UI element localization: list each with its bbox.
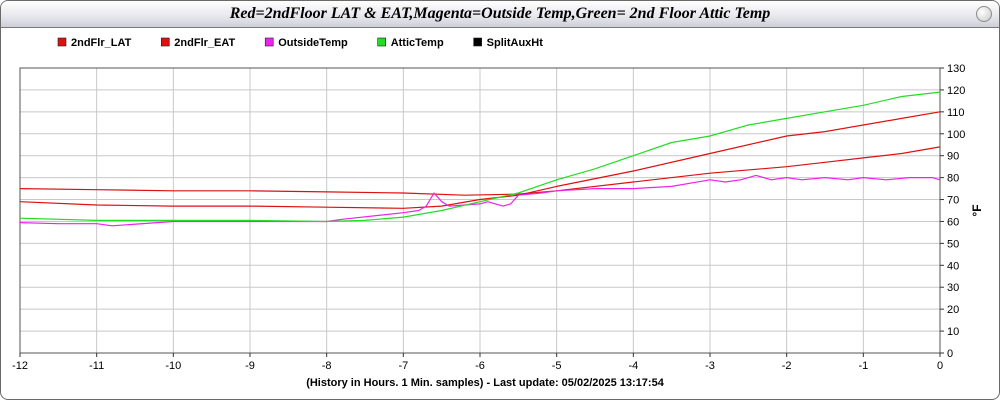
y-tick-label: 0 xyxy=(947,348,953,360)
chart-title: Red=2ndFloor LAT & EAT,Magenta=Outside T… xyxy=(229,5,771,22)
x-tick-label: -6 xyxy=(475,360,485,372)
y-tick-label: 110 xyxy=(947,107,965,119)
y-tick-label: 70 xyxy=(947,195,959,207)
x-tick-label: -3 xyxy=(705,360,715,372)
y-tick-label: 10 xyxy=(947,326,959,338)
close-icon[interactable] xyxy=(976,6,992,22)
title-bar: Red=2ndFloor LAT & EAT,Magenta=Outside T… xyxy=(1,1,999,28)
y-tick-label: 50 xyxy=(947,238,959,250)
y-axis-label: °F xyxy=(970,204,984,216)
legend-swatch xyxy=(57,37,67,47)
y-tick-label: 90 xyxy=(947,151,959,163)
legend-swatch xyxy=(264,37,274,47)
series-line-AtticTemp xyxy=(19,91,941,223)
x-tick-label: -9 xyxy=(245,360,255,372)
x-tick-label: -12 xyxy=(12,360,28,372)
y-tick-label: 20 xyxy=(947,304,959,316)
y-tick-label: 80 xyxy=(947,173,959,185)
legend-entry: 2ndFlr_LAT xyxy=(71,37,132,49)
legend-entry: 2ndFlr_EAT xyxy=(174,37,235,49)
legend-entry: AtticTemp xyxy=(391,37,444,49)
x-tick-label: -10 xyxy=(165,360,181,372)
y-tick-label: 30 xyxy=(947,282,959,294)
x-tick-label: -5 xyxy=(552,360,562,372)
x-axis-label: (History in Hours. 1 Min. samples) - Las… xyxy=(306,377,665,389)
y-tick-label: 100 xyxy=(947,129,965,141)
x-tick-label: 0 xyxy=(937,360,943,372)
legend-swatch xyxy=(160,37,170,47)
y-tick-label: 120 xyxy=(947,85,965,97)
x-tick-label: -1 xyxy=(858,360,868,372)
x-tick-label: -7 xyxy=(398,360,408,372)
x-tick-label: -4 xyxy=(628,360,638,372)
x-tick-label: -2 xyxy=(782,360,792,372)
legend-entry: SplitAuxHt xyxy=(487,37,544,49)
y-tick-label: 130 xyxy=(947,63,965,75)
legend-swatch xyxy=(377,37,387,47)
series-line-2ndFlr_LAT xyxy=(19,146,941,196)
x-tick-label: -8 xyxy=(322,360,332,372)
x-tick-label: -11 xyxy=(89,360,104,372)
legend-entry: OutsideTemp xyxy=(278,37,348,49)
y-tick-label: 40 xyxy=(947,260,959,272)
y-tick-label: 60 xyxy=(947,216,959,228)
legend-swatch xyxy=(473,37,482,47)
